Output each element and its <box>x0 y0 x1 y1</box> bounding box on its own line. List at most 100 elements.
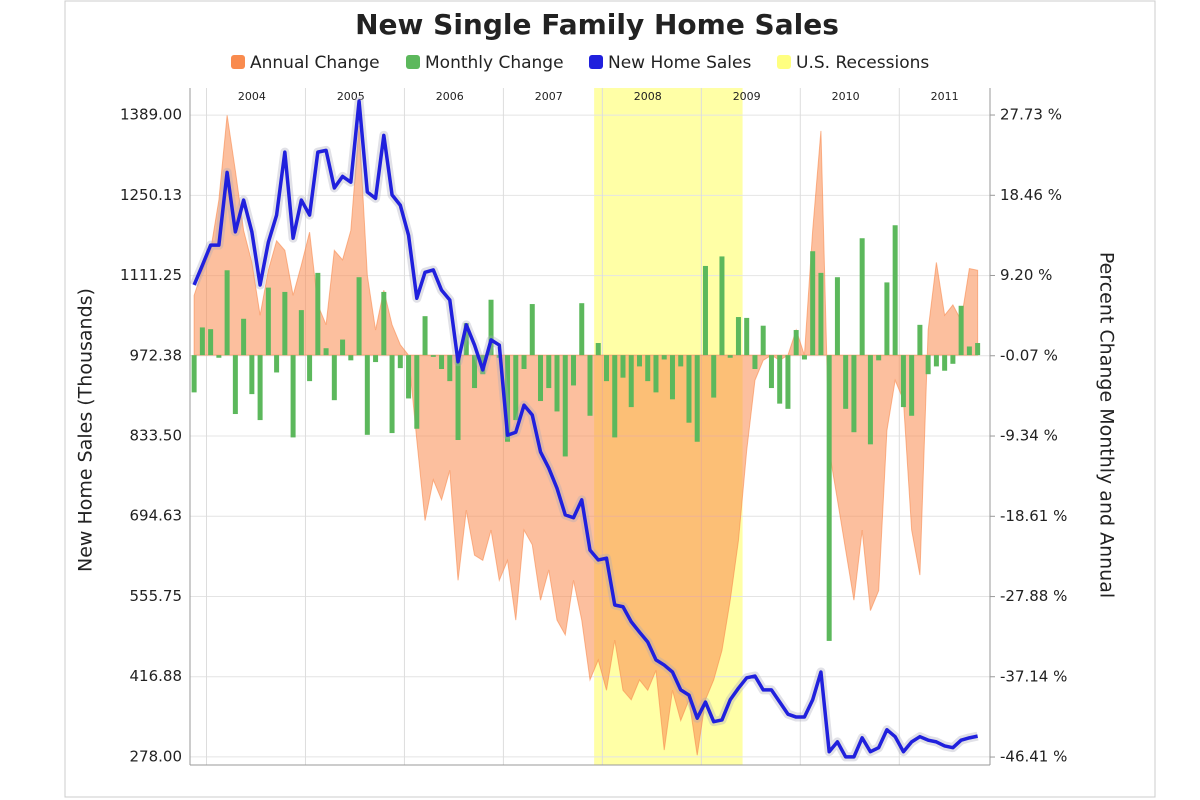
monthly-change-bar <box>876 355 882 361</box>
monthly-change-bar <box>546 355 552 389</box>
monthly-change-bar <box>752 355 758 370</box>
monthly-change-bar <box>958 305 964 356</box>
monthly-change-bar <box>554 355 560 412</box>
monthly-change-bar <box>669 355 675 400</box>
monthly-change-bar <box>422 316 428 356</box>
monthly-change-bar <box>801 355 807 360</box>
y-tick-label: 972.38 <box>130 346 183 364</box>
monthly-change-bar <box>529 304 535 356</box>
monthly-change-bar <box>768 355 774 389</box>
monthly-change-bar <box>298 310 304 356</box>
monthly-change-bar <box>505 355 511 442</box>
monthly-change-bar <box>455 355 461 441</box>
monthly-change-bar <box>397 355 403 369</box>
monthly-change-bar <box>966 346 972 356</box>
monthly-change-bar <box>735 317 741 356</box>
monthly-change-bar <box>331 355 337 401</box>
sales-line <box>192 99 978 759</box>
monthly-change-bar <box>661 355 667 360</box>
y-tick-label: 1389.00 <box>120 106 182 124</box>
monthly-change-bar <box>884 282 890 356</box>
legend-label: Annual Change <box>250 53 380 73</box>
x-tick-label: 2010 <box>832 90 860 103</box>
monthly-change-bar <box>216 355 222 358</box>
monthly-change-bar <box>373 355 379 363</box>
y-tick-label: 833.50 <box>130 427 183 445</box>
monthly-change-bar <box>348 355 354 361</box>
monthly-change-bar <box>579 303 585 356</box>
y-tick-label: 1111.25 <box>120 266 182 284</box>
monthly-change-bar <box>843 355 849 409</box>
monthly-change-bar <box>232 355 238 415</box>
y-tick-label: 1250.13 <box>120 186 182 204</box>
monthly-change-bar <box>653 355 659 393</box>
monthly-change-bar <box>719 256 725 356</box>
monthly-change-bar <box>933 355 939 367</box>
monthly-change-bar <box>909 355 915 416</box>
monthly-change-bar <box>777 355 783 404</box>
monthly-change-bar <box>818 272 824 356</box>
y2-tick-label: 18.46 % <box>1000 186 1062 204</box>
y-tick-label: 694.63 <box>130 507 183 525</box>
monthly-change-bar <box>356 277 362 356</box>
monthly-change-bar <box>917 324 923 356</box>
x-tick-label: 2009 <box>733 90 761 103</box>
monthly-change-bar <box>612 355 618 438</box>
monthly-change-bar <box>678 355 684 367</box>
monthly-change-bar <box>290 355 296 438</box>
x-tick-label: 2011 <box>931 90 959 103</box>
monthly-change-bar <box>199 327 205 356</box>
monthly-change-bar <box>381 291 387 356</box>
monthly-change-bar <box>900 355 906 408</box>
y2-tick-label: -0.07 % <box>1000 346 1058 364</box>
monthly-change-bar <box>975 343 981 356</box>
monthly-change-bar <box>364 355 370 435</box>
monthly-change-bar <box>867 355 873 445</box>
monthly-change-bar <box>702 265 708 356</box>
monthly-change-bar <box>793 330 799 356</box>
monthly-change-bar <box>826 355 832 641</box>
monthly-change-bar <box>472 355 478 389</box>
monthly-change-bar <box>810 251 816 356</box>
monthly-change-bar <box>620 355 626 378</box>
legend-label: New Home Sales <box>608 53 751 73</box>
monthly-change-bar <box>645 355 651 382</box>
monthly-change-bar <box>208 329 214 356</box>
monthly-change-bar <box>587 355 593 416</box>
monthly-change-bar <box>389 355 395 434</box>
legend-swatch <box>231 55 245 69</box>
monthly-change-bar <box>595 343 601 356</box>
monthly-change-bar <box>925 355 931 375</box>
monthly-change-bar <box>414 355 420 429</box>
monthly-change-bar <box>323 348 329 356</box>
y2-tick-label: -27.88 % <box>1000 587 1067 605</box>
monthly-change-bar <box>636 355 642 367</box>
monthly-change-bar <box>851 355 857 433</box>
monthly-change-bar <box>430 355 436 357</box>
x-tick-label: 2007 <box>535 90 563 103</box>
monthly-change-bar <box>224 270 230 356</box>
monthly-change-bar <box>950 355 956 364</box>
y2-tick-label: 9.20 % <box>1000 266 1052 284</box>
monthly-change-bar <box>513 355 519 421</box>
monthly-change-bar <box>686 355 692 423</box>
monthly-change-bar <box>488 299 494 356</box>
legend-swatch <box>406 55 420 69</box>
y2-axis-title: Percent Change Monthly and Annual <box>1096 252 1118 598</box>
monthly-change-bar <box>571 355 577 386</box>
monthly-change-bar <box>406 355 412 399</box>
monthly-change-bar <box>282 291 288 356</box>
monthly-change-bar <box>834 277 840 356</box>
monthly-change-bar <box>265 287 271 356</box>
y2-tick-label: -18.61 % <box>1000 507 1067 525</box>
monthly-change-bar <box>249 355 255 395</box>
x-tick-label: 2005 <box>337 90 365 103</box>
monthly-change-bar <box>307 355 313 382</box>
y-tick-label: 278.00 <box>130 747 183 765</box>
legend-swatch <box>777 55 791 69</box>
chart-title: New Single Family Home Sales <box>355 8 839 41</box>
monthly-change-bar <box>447 355 453 382</box>
legend-label: U.S. Recessions <box>796 53 929 73</box>
